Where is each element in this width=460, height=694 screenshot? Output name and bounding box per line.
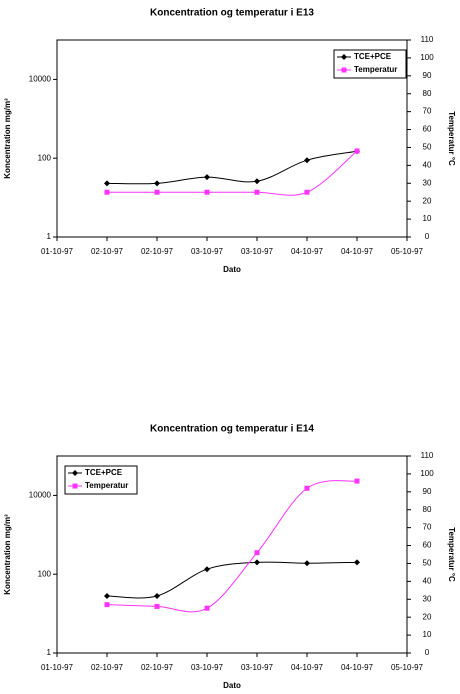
marker — [72, 470, 78, 476]
x-axis-label: Dato — [223, 265, 241, 274]
y-tick-label: 100 — [38, 153, 52, 162]
x-tick-label: 03-10-97 — [191, 247, 224, 256]
x-tick-label: 04-10-97 — [291, 247, 324, 256]
marker — [254, 189, 260, 195]
legend-box — [333, 49, 407, 79]
x-tick-label: 02-10-97 — [141, 663, 174, 672]
x-tick-label: 01-10-97 — [41, 247, 74, 256]
x-tick-label: 03-10-97 — [241, 247, 274, 256]
y2-tick-label: 110 — [421, 35, 434, 44]
legend-label: Temperatur — [85, 481, 128, 490]
legend-label: TCE+PCE — [354, 52, 392, 61]
marker — [204, 189, 210, 195]
marker — [104, 602, 110, 608]
x-tick-label: 04-10-97 — [291, 663, 324, 672]
y2-tick-label: 60 — [423, 541, 432, 550]
y2-tick-label: 30 — [423, 594, 432, 603]
series-line — [106, 480, 358, 613]
y2-tick-label: 10 — [423, 214, 432, 223]
plot-area — [56, 39, 408, 238]
marker — [204, 174, 210, 181]
marker — [254, 550, 260, 556]
marker — [304, 189, 310, 195]
y-tick-label: 10000 — [29, 491, 52, 500]
y2-tick-label: 10 — [423, 630, 432, 639]
y2-tick-label: 110 — [421, 451, 434, 460]
x-tick-label: 02-10-97 — [91, 663, 124, 672]
marker — [341, 54, 347, 60]
x-tick-label: 02-10-97 — [141, 247, 174, 256]
y-tick-label: 100 — [38, 569, 52, 578]
series-line — [106, 561, 358, 599]
series-line — [106, 150, 358, 185]
marker — [204, 566, 210, 573]
marker — [254, 178, 260, 185]
x-axis-label: Dato — [223, 681, 241, 690]
x-tick-label: 05-10-97 — [391, 663, 424, 672]
chart-title: Koncentration og temperatur i E14 — [150, 424, 314, 435]
y2-tick-label: 100 — [420, 469, 434, 478]
y-tick-label: 10000 — [29, 75, 52, 84]
x-tick-label: 04-10-97 — [341, 663, 374, 672]
y2-tick-label: 40 — [423, 576, 432, 585]
x-tick-label: 01-10-97 — [41, 663, 74, 672]
y2-tick-label: 90 — [423, 487, 432, 496]
legend-label: Temperatur — [354, 65, 397, 74]
marker — [154, 180, 160, 187]
y2-tick-label: 0 — [425, 232, 430, 241]
legend-box — [64, 465, 138, 495]
y2-tick-label: 70 — [423, 523, 432, 532]
y2-tick-label: 60 — [423, 125, 432, 134]
y2-tick-label: 20 — [423, 196, 432, 205]
marker — [72, 483, 78, 489]
y2-tick-label: 90 — [423, 71, 432, 80]
x-tick-label: 03-10-97 — [191, 663, 224, 672]
marker — [354, 148, 360, 154]
y2-axis-label: Temperatur °C — [447, 527, 456, 582]
y2-tick-label: 50 — [423, 559, 432, 568]
y-axis-label: Koncentration mg/m³ — [3, 514, 12, 595]
marker — [104, 189, 110, 195]
marker — [304, 560, 310, 567]
marker — [304, 485, 310, 491]
chart-title: Koncentration og temperatur i E13 — [150, 8, 314, 19]
marker — [354, 478, 360, 484]
plot-area — [56, 455, 408, 654]
y2-tick-label: 80 — [423, 89, 432, 98]
marker — [254, 559, 260, 566]
y2-tick-label: 80 — [423, 505, 432, 514]
y2-tick-label: 100 — [420, 53, 434, 62]
marker — [341, 67, 347, 73]
series-line — [107, 150, 358, 196]
marker — [154, 189, 160, 195]
x-tick-label: 04-10-97 — [341, 247, 374, 256]
marker — [104, 180, 110, 187]
marker — [204, 605, 210, 611]
x-tick-label: 02-10-97 — [91, 247, 124, 256]
marker — [154, 592, 160, 599]
y2-tick-label: 50 — [423, 143, 432, 152]
y-tick-label: 1 — [47, 648, 52, 657]
y2-tick-label: 40 — [423, 160, 432, 169]
y2-tick-label: 30 — [423, 178, 432, 187]
y2-axis-label: Temperatur °C — [447, 111, 456, 166]
legend-label: TCE+PCE — [85, 468, 123, 477]
marker — [354, 559, 360, 566]
marker — [104, 592, 110, 599]
y-tick-label: 1 — [47, 232, 52, 241]
x-tick-label: 05-10-97 — [391, 247, 424, 256]
y2-tick-label: 0 — [425, 648, 430, 657]
y2-tick-label: 70 — [423, 107, 432, 116]
y2-tick-label: 20 — [423, 612, 432, 621]
marker — [154, 603, 160, 609]
y-axis-label: Koncentration mg/m³ — [3, 98, 12, 179]
marker — [304, 157, 310, 164]
x-tick-label: 03-10-97 — [241, 663, 274, 672]
